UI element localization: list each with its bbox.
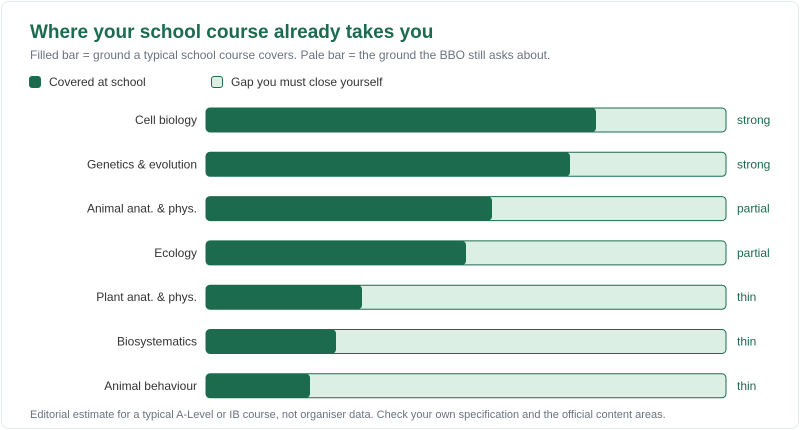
category-label-cell-biology: Cell biology xyxy=(135,113,197,127)
category-label-plant-anat-phys: Plant anat. & phys. xyxy=(96,290,197,304)
legend-item-covered: Covered at school xyxy=(29,74,146,90)
footnote: Editorial estimate for a typical A-Level… xyxy=(30,409,666,421)
rating-label-genetics-evolution: strong xyxy=(737,157,770,171)
legend-swatch-covered xyxy=(29,76,41,88)
bar-covered-cell-biology xyxy=(206,108,596,132)
category-label-ecology: Ecology xyxy=(154,246,197,260)
category-label-genetics-evolution: Genetics & evolution xyxy=(87,157,197,171)
rating-label-biosystematics: thin xyxy=(737,335,756,349)
category-label-animal-behaviour: Animal behaviour xyxy=(104,379,197,393)
rating-label-animal-behaviour: thin xyxy=(737,379,756,393)
chart-title: Where your school course already takes y… xyxy=(30,22,434,43)
bar-covered-biosystematics xyxy=(206,329,336,354)
legend-label-gap: Gap you must close yourself xyxy=(231,75,383,89)
rating-label-cell-biology: strong xyxy=(737,113,770,127)
category-label-animal-anat-phys: Animal anat. & phys. xyxy=(87,202,197,216)
rating-label-plant-anat-phys: thin xyxy=(737,290,756,304)
bar-covered-animal-behaviour xyxy=(206,373,310,398)
rating-label-animal-anat-phys: partial xyxy=(737,202,770,216)
bar-covered-ecology xyxy=(206,240,466,265)
bar-covered-plant-anat-phys xyxy=(206,285,362,310)
category-label-biosystematics: Biosystematics xyxy=(117,335,197,349)
bar-covered-genetics-evolution xyxy=(206,152,570,177)
legend-swatch-gap xyxy=(211,76,223,88)
legend-item-gap: Gap you must close yourself xyxy=(211,74,382,90)
bar-covered-animal-anat-phys xyxy=(206,196,492,221)
legend-label-covered: Covered at school xyxy=(49,75,146,89)
chart-subtitle: Filled bar = ground a typical school cou… xyxy=(30,48,551,62)
rating-label-ecology: partial xyxy=(737,246,770,260)
